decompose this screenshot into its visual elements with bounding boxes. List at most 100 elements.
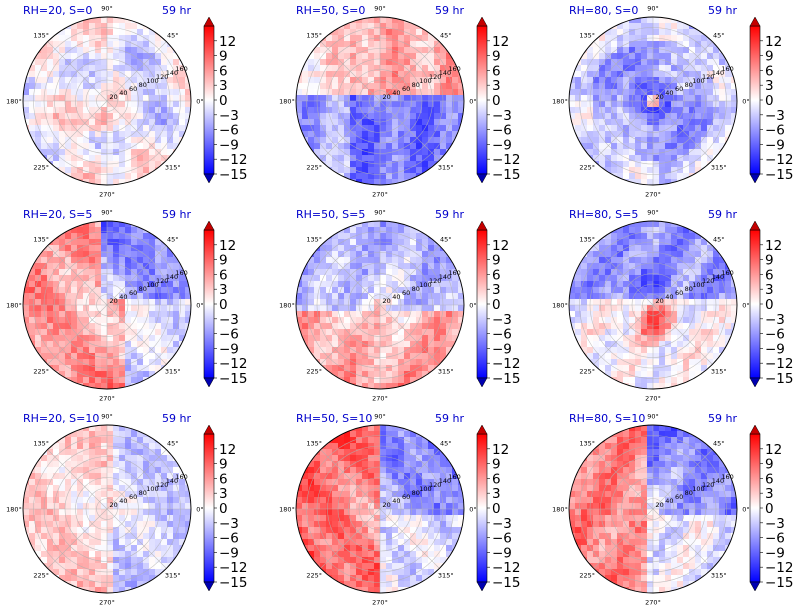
field-cell	[167, 53, 174, 60]
field-cell	[41, 311, 48, 318]
field-cell	[149, 263, 156, 270]
field-cell	[605, 263, 612, 270]
field-cell	[167, 131, 174, 138]
field-cell	[89, 293, 96, 300]
field-cell	[653, 383, 660, 389]
field-cell	[59, 467, 66, 474]
field-cell	[683, 377, 690, 384]
panel-title: RH=50, S=5	[296, 208, 365, 221]
field-cell	[386, 323, 393, 330]
field-cell	[356, 149, 363, 156]
field-cell	[386, 41, 393, 48]
field-cell	[161, 335, 168, 342]
field-cell	[647, 335, 654, 342]
field-cell	[332, 323, 339, 330]
field-cell	[422, 155, 429, 162]
colorbar-tick-label: 3	[219, 78, 228, 94]
field-cell	[380, 221, 387, 228]
field-cell	[575, 335, 582, 342]
field-cell	[143, 143, 150, 150]
field-cell	[635, 257, 642, 264]
field-cell	[410, 383, 417, 389]
field-cell	[689, 29, 696, 36]
field-cell	[719, 281, 726, 288]
field-cell	[101, 161, 108, 168]
field-cell	[137, 503, 144, 510]
field-cell	[137, 239, 144, 246]
field-cell	[440, 65, 447, 72]
field-cell	[113, 161, 120, 168]
field-cell	[155, 317, 162, 324]
field-cell	[53, 95, 60, 102]
field-cell	[143, 323, 150, 330]
field-cell	[605, 47, 612, 54]
field-cell	[53, 467, 60, 474]
radius-tick-label: 40	[392, 293, 400, 301]
field-cell	[89, 485, 96, 492]
field-cell	[131, 515, 138, 522]
field-cell	[659, 179, 666, 185]
field-cell	[83, 131, 90, 138]
field-cell	[167, 491, 174, 498]
field-cell	[53, 515, 60, 522]
field-cell	[77, 491, 84, 498]
field-cell	[314, 257, 321, 264]
field-cell	[362, 53, 369, 60]
field-cell	[155, 41, 162, 48]
field-cell	[131, 305, 138, 312]
field-cell	[308, 65, 315, 72]
field-cell	[659, 383, 666, 389]
field-cell	[113, 353, 120, 360]
field-cell	[59, 503, 66, 510]
field-cell	[617, 305, 624, 312]
field-cell	[617, 281, 624, 288]
field-cell	[131, 239, 138, 246]
field-cell	[332, 119, 339, 126]
field-cell	[677, 143, 684, 150]
field-cell	[713, 275, 720, 282]
field-cell	[302, 305, 309, 312]
field-cell	[653, 47, 660, 54]
angular-grid-spoke	[320, 245, 381, 306]
field-cell	[296, 281, 303, 288]
field-cell	[113, 245, 120, 252]
field-cell	[356, 119, 363, 126]
field-cell	[77, 533, 84, 540]
field-cell	[350, 83, 357, 90]
field-cell	[581, 293, 588, 300]
field-cell	[83, 71, 90, 78]
field-cell	[35, 287, 42, 294]
field-cell	[434, 143, 441, 150]
field-cell	[434, 335, 441, 342]
field-cell	[410, 275, 417, 282]
angular-grid-spoke	[47, 41, 108, 102]
field-cell	[575, 311, 582, 318]
field-cell	[416, 305, 423, 312]
field-cell	[356, 359, 363, 366]
field-cell	[308, 293, 315, 300]
field-cell	[77, 521, 84, 528]
field-cell	[65, 299, 72, 306]
field-cell	[617, 377, 624, 384]
field-cell	[635, 101, 642, 108]
field-cell	[338, 269, 345, 276]
field-cell	[350, 53, 357, 60]
field-cell	[143, 425, 150, 432]
field-cell	[440, 119, 447, 126]
field-cell	[107, 455, 114, 462]
field-cell	[428, 269, 435, 276]
field-cell	[587, 131, 594, 138]
field-cell	[629, 377, 636, 384]
field-cell	[137, 377, 144, 384]
field-cell	[653, 179, 660, 185]
field-cell	[83, 359, 90, 366]
field-cell	[350, 263, 357, 270]
field-cell	[89, 467, 96, 474]
field-cell	[593, 299, 600, 306]
polar-boundary	[295, 220, 465, 390]
field-cell	[665, 35, 672, 42]
field-cell	[392, 251, 399, 258]
field-cell	[350, 131, 357, 138]
field-cell	[125, 503, 132, 510]
field-cell	[605, 359, 612, 366]
